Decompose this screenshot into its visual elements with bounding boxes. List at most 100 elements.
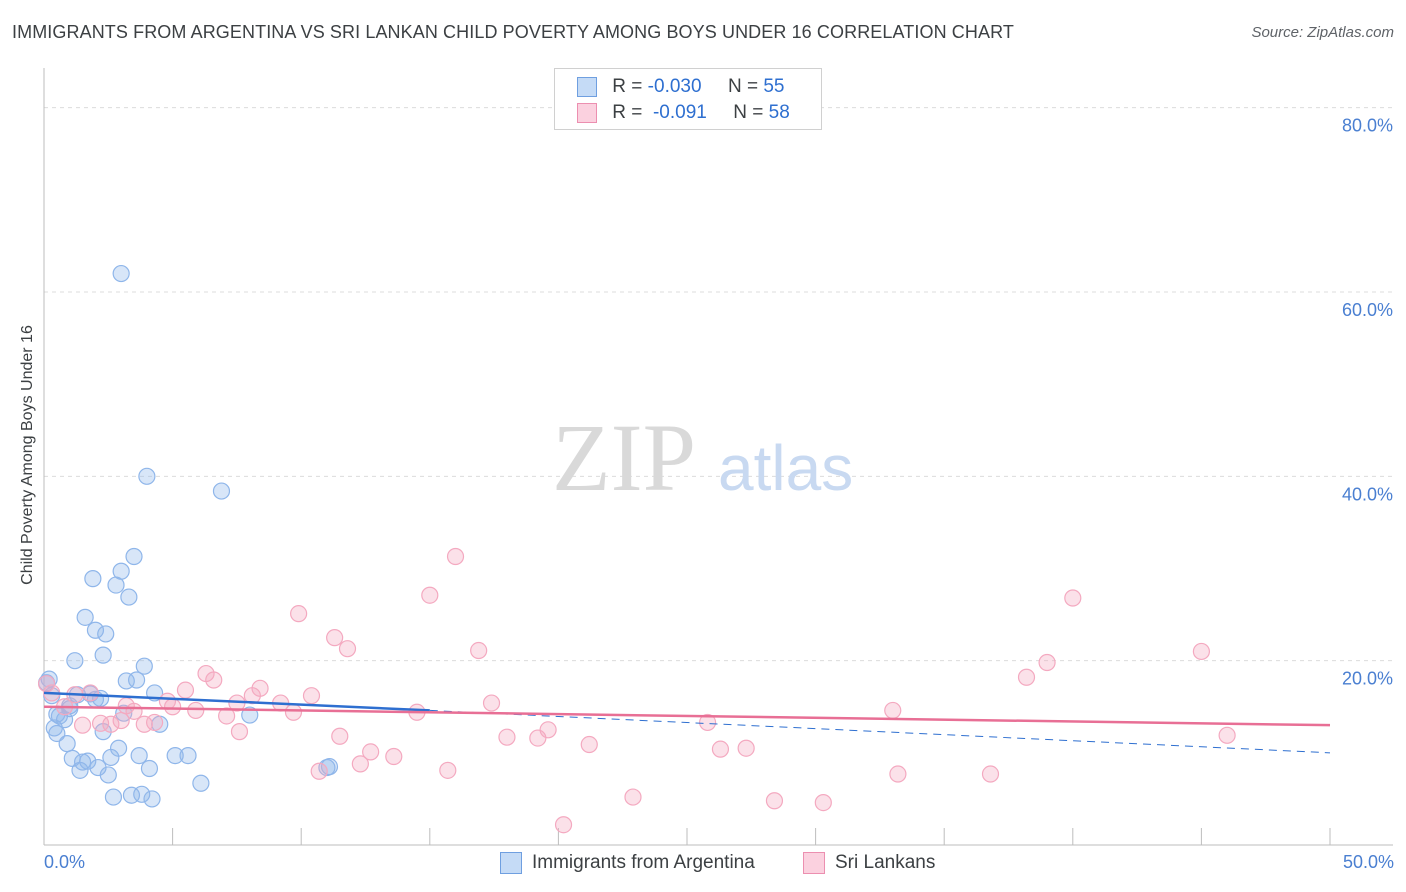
point-sri-lankans [331,727,349,745]
point-argentina [179,746,197,765]
point-argentina [120,588,138,606]
legend-swatch-argentina [577,76,597,97]
y-tick-label-40: 40.0% [1342,484,1393,504]
point-argentina [94,646,112,664]
point-argentina [127,671,146,689]
legend-n-value-sri-lankans: 58 [768,102,790,123]
point-argentina [66,652,84,670]
x-tick-label-max: 50.0% [1342,852,1394,872]
point-sri-lankans [1192,642,1211,661]
point-argentina [48,724,66,743]
point-sri-lankans [302,687,321,705]
point-sri-lankans [326,629,344,647]
point-argentina [40,670,58,688]
point-sri-lankans [310,762,328,780]
point-argentina [241,706,259,724]
chart-title: IMMIGRANTS FROM ARGENTINA VS SRI LANKAN … [12,22,1014,42]
source-label: Source: ZipAtlas.com [1251,24,1394,41]
legend-n-label: N = [733,102,764,123]
point-sri-lankans [539,721,557,739]
point-argentina [130,746,148,765]
point-sri-lankans [176,681,195,699]
grid [44,107,1393,662]
legend-r-label: R = [612,102,643,123]
point-argentina [84,570,102,588]
legend-n-value-argentina: 55 [763,76,785,97]
axes [43,68,1393,846]
legend-r-label: R = [612,76,643,97]
point-argentina [320,758,339,776]
bottom-legend-label-sri-lankans: Sri Lankans [835,852,936,874]
point-argentina [125,547,143,566]
point-sri-lankans [765,792,784,810]
point-sri-lankans [290,605,308,623]
point-sri-lankans [470,641,488,660]
point-sri-lankans [1038,653,1056,672]
point-sri-lankans [102,715,120,733]
point-sri-lankans [73,716,92,734]
point-argentina [97,625,115,643]
point-argentina [133,785,151,803]
point-argentina [166,746,184,765]
y-tick-labels: 20.0% 40.0% 60.0% 80.0% [1342,116,1393,689]
point-argentina [86,621,105,639]
point-argentina [99,766,117,784]
watermark-atlas: atlas [718,432,853,504]
point-sri-lankans [251,679,269,697]
point-sri-lankans [439,761,457,779]
trend-line-argentina-extension [429,709,1331,754]
point-sri-lankans [814,794,832,812]
point-sri-lankans [711,740,730,758]
point-sri-lankans [1064,589,1082,607]
legend-n-label: N = [727,76,759,97]
point-sri-lankans [218,707,236,725]
point-sri-lankans [385,747,403,766]
watermark-zip: ZIP [552,404,696,511]
legend-swatch-sri-lankans [577,102,597,123]
point-sri-lankans [421,586,439,604]
point-argentina [192,774,210,792]
legend-row-sri-lankans: R = -0.091 N = 58 [577,102,790,126]
point-sri-lankans [351,755,369,773]
bottom-legend-swatch-argentina [500,852,522,874]
bottom-legend-label-argentina: Immigrants from Argentina [532,852,755,874]
trend-line-argentina [43,691,430,712]
point-argentina [112,264,130,283]
legend-r-value-argentina: -0.030 [647,76,702,97]
point-sri-lankans [205,671,223,689]
point-argentina [138,467,156,485]
point-argentina [73,753,92,771]
bottom-legend-sri-lankans: Sri Lankans [803,852,935,874]
legend-r-value-sri-lankans: -0.091 [652,102,707,123]
point-argentina [109,739,128,757]
point-sri-lankans [145,713,164,732]
y-tick-label-60: 60.0% [1342,300,1393,320]
point-sri-lankans [125,702,143,720]
point-sri-lankans [230,723,249,741]
point-sri-lankans [737,739,755,757]
point-sri-lankans [498,728,516,746]
point-sri-lankans [698,713,717,732]
point-argentina [140,759,159,778]
point-sri-lankans [37,675,56,693]
point-argentina [76,608,94,626]
trend-line-sri-lankans [43,705,1331,727]
point-sri-lankans [482,694,501,712]
point-sri-lankans [1218,726,1236,744]
bottom-legend-argentina: Immigrants from Argentina [500,852,755,874]
point-sri-lankans [362,743,380,761]
point-sri-lankans [446,547,465,566]
point-argentina [135,657,153,675]
legend-row-argentina: R = -0.030 N = 55 [577,76,784,100]
series-sri-lankans-points [37,547,1236,834]
point-sri-lankans [284,703,303,721]
correlation-legend: R = -0.030 N = 55 R = -0.091 N = 58 [554,68,822,130]
y-tick-label-80: 80.0% [1342,116,1393,136]
point-sri-lankans [164,698,182,716]
point-sri-lankans [889,765,907,783]
y-tick-label-20: 20.0% [1342,669,1393,689]
point-sri-lankans [580,735,598,754]
point-sri-lankans [981,765,1000,783]
point-argentina [143,790,161,808]
